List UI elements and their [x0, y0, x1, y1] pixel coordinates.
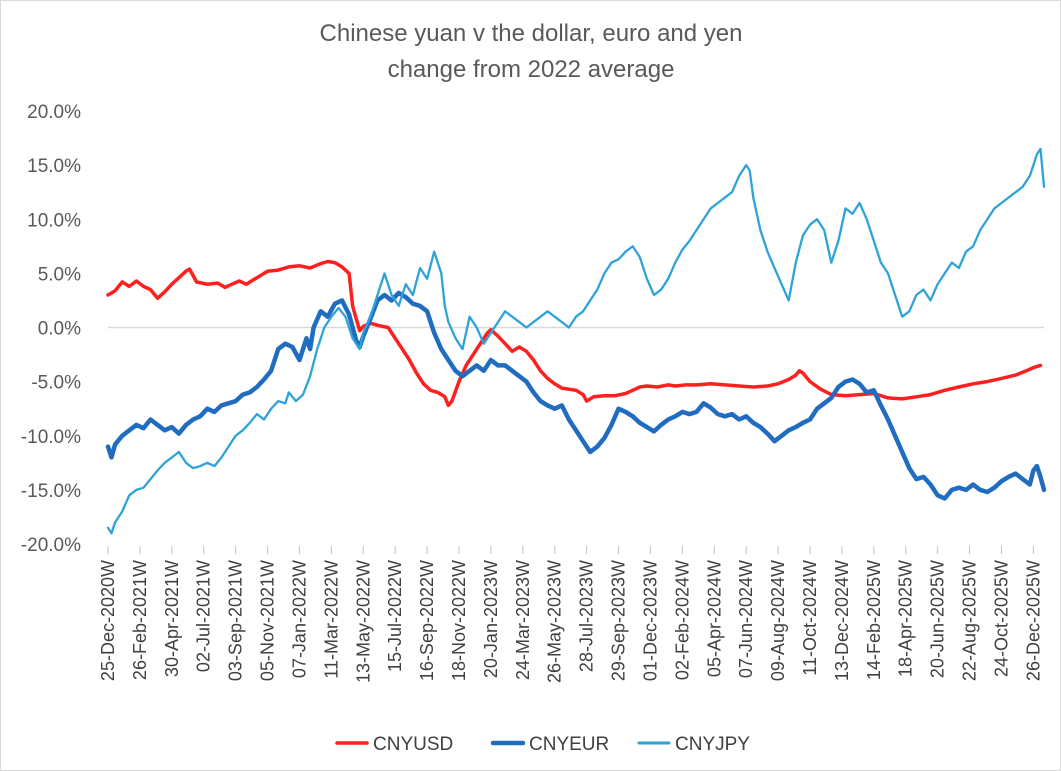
x-tick-label: 26-Dec-2025W — [1023, 560, 1043, 681]
y-tick-label: -15.0% — [21, 481, 81, 502]
x-tick-label: 16-Sep-2022W — [417, 560, 437, 681]
x-axis: 25-Dec-2020W 26-Feb-2021W 30-Apr-2021W 02-J… — [98, 546, 1043, 683]
y-tick-label: -20.0% — [21, 535, 81, 556]
x-tick-label: 22-Aug-2025W — [960, 560, 980, 681]
x-tick-label: 29-Sep-2023W — [609, 560, 629, 681]
x-tick-label: 14-Feb-2025W — [864, 560, 884, 680]
x-tick-label: 26-May-2023W — [545, 560, 565, 683]
x-tick-label: 20-Jun-2025W — [928, 560, 948, 678]
x-tick-label: 02-Feb-2024W — [672, 560, 692, 680]
x-tick-label: 02-Jul-2021W — [194, 560, 214, 672]
x-tick-label: 25-Dec-2020W — [98, 560, 118, 681]
legend-label-cnyjpy: CNYJPY — [675, 734, 750, 755]
y-tick-label: -10.0% — [21, 427, 81, 448]
x-tick-label: 20-Jan-2023W — [481, 560, 501, 678]
y-axis: 20.0% 15.0% 10.0% 5.0% 0.0% -5.0% -10.0% -15.0%… — [21, 102, 81, 556]
x-tick-label: 05-Apr-2024W — [704, 560, 724, 677]
series-line-cnyeur — [105, 290, 1047, 501]
y-tick-label: 0.0% — [38, 319, 81, 340]
y-tick-label: -5.0% — [31, 373, 81, 394]
x-tick-label: 11-Mar-2022W — [321, 560, 341, 679]
legend: CNYUSD CNYEUR CNYJPY — [335, 734, 750, 755]
x-tick-label: 11-Oct-2024W — [800, 560, 820, 676]
x-tick-label: 09-Aug-2024W — [768, 560, 788, 681]
x-tick-label: 07-Jan-2022W — [289, 560, 309, 678]
y-tick-label: 15.0% — [27, 156, 81, 177]
x-tick-label: 15-Jul-2022W — [385, 560, 405, 672]
x-tick-label: 26-Feb-2021W — [130, 560, 150, 680]
x-tick-label: 18-Nov-2022W — [449, 560, 469, 681]
series-line-cnyusd — [106, 259, 1043, 408]
x-tick-label: 01-Dec-2023W — [640, 560, 660, 681]
x-tick-label: 03-Sep-2021W — [226, 560, 246, 681]
x-tick-label: 05-Nov-2021W — [258, 560, 278, 681]
y-tick-label: 20.0% — [27, 102, 81, 123]
legend-label-cnyusd: CNYUSD — [373, 734, 453, 755]
x-tick-label: 07-Jun-2024W — [736, 560, 756, 678]
legend-label-cnyeur: CNYEUR — [529, 734, 609, 755]
series-line-cnyjpy — [106, 147, 1046, 535]
x-tick-label: 13-May-2022W — [353, 560, 373, 683]
x-tick-label: 18-Apr-2025W — [896, 560, 916, 677]
y-tick-label: 5.0% — [38, 264, 81, 285]
chart-title: Chinese yuan v the dollar, euro and yen — [320, 20, 743, 47]
x-tick-label: 13-Dec-2024W — [832, 560, 852, 681]
y-tick-label: 10.0% — [27, 210, 81, 231]
chart-subtitle: change from 2022 average — [388, 56, 675, 83]
x-tick-label: 28-Jul-2023W — [577, 560, 597, 672]
series-lines — [105, 147, 1047, 535]
x-tick-label: 24-Oct-2025W — [991, 560, 1011, 677]
x-tick-label: 30-Apr-2021W — [162, 560, 182, 677]
x-tick-label: 24-Mar-2023W — [513, 560, 533, 680]
